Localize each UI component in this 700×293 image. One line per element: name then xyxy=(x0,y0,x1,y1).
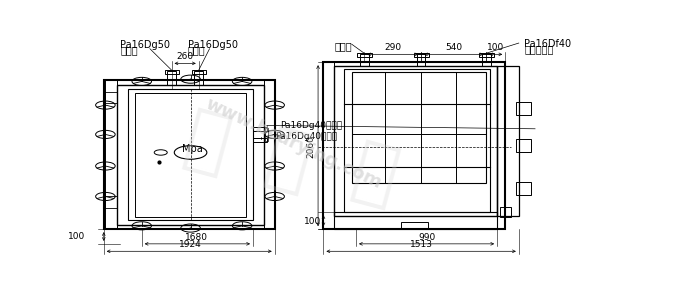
Text: 燥: 燥 xyxy=(345,136,405,214)
Text: 2060: 2060 xyxy=(307,135,316,158)
Text: Pa16Dg40疏水口: Pa16Dg40疏水口 xyxy=(274,132,337,141)
Text: 1680: 1680 xyxy=(185,233,207,242)
Text: 100: 100 xyxy=(67,232,85,241)
Text: Pa16Df40: Pa16Df40 xyxy=(524,39,571,49)
Text: Mpa: Mpa xyxy=(183,144,203,154)
Text: www.bcdrying.com: www.bcdrying.com xyxy=(202,95,385,192)
Text: 100: 100 xyxy=(304,217,321,226)
Text: 排气口: 排气口 xyxy=(120,45,138,55)
Text: 290: 290 xyxy=(384,43,401,52)
Text: 干: 干 xyxy=(258,122,318,200)
Text: Pa16Dg50: Pa16Dg50 xyxy=(188,40,238,50)
Text: Pa16Dg40排污口: Pa16Dg40排污口 xyxy=(280,121,342,130)
Text: 波: 波 xyxy=(177,105,237,182)
Text: 安全阀: 安全阀 xyxy=(335,41,352,51)
Text: 1924: 1924 xyxy=(179,240,202,249)
Text: Pa16Dg50: Pa16Dg50 xyxy=(120,40,170,50)
Text: 540: 540 xyxy=(445,43,462,52)
Text: 100: 100 xyxy=(487,43,505,52)
Text: 蒸汽进气口: 蒸汽进气口 xyxy=(524,44,554,54)
Text: 消毒口: 消毒口 xyxy=(188,45,206,55)
Text: 1513: 1513 xyxy=(410,240,433,249)
Text: 990: 990 xyxy=(418,233,435,242)
Text: 260: 260 xyxy=(176,52,194,61)
